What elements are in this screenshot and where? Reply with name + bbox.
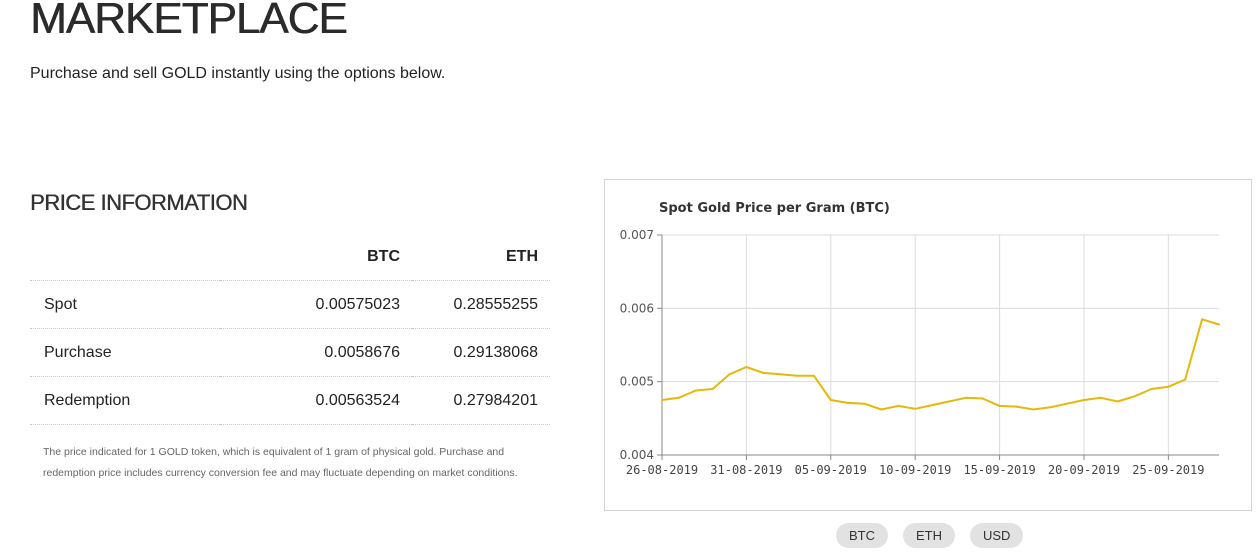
y-tick-label: 0.005 (620, 375, 654, 389)
table-row: Purchase 0.0058676 0.29138068 (30, 328, 550, 377)
currency-button-usd[interactable]: USD (970, 523, 1024, 548)
header-spacer (30, 233, 220, 281)
data-point (846, 401, 849, 404)
data-point (1066, 402, 1069, 405)
price-table-header: BTC ETH (30, 233, 550, 281)
data-point (1049, 406, 1052, 409)
currency-switcher: BTC ETH USD (836, 523, 1024, 548)
data-point (897, 404, 900, 407)
data-point (1167, 385, 1170, 388)
x-tick-label: 26-08-2019 (626, 463, 698, 477)
currency-button-btc[interactable]: BTC (836, 523, 888, 548)
row-label-spot: Spot (30, 280, 220, 329)
data-point (1032, 408, 1035, 411)
price-table: BTC ETH Spot 0.00575023 0.28555255 Purch… (30, 233, 550, 425)
data-point (863, 402, 866, 405)
y-tick-label: 0.007 (620, 228, 654, 242)
page-title: MARKETPLACE (30, 0, 348, 43)
x-tick-label: 10-09-2019 (879, 463, 951, 477)
data-point (728, 373, 731, 376)
row-label-purchase: Purchase (30, 328, 220, 377)
page-subtitle: Purchase and sell GOLD instantly using t… (30, 65, 446, 82)
data-point (1116, 400, 1119, 403)
column-header-eth: ETH (412, 233, 550, 281)
x-tick-label: 15-09-2019 (963, 463, 1035, 477)
series-line (661, 318, 1220, 411)
data-point (1133, 395, 1136, 398)
data-point (1150, 388, 1153, 390)
data-point (829, 399, 832, 401)
data-point (1099, 396, 1102, 399)
price-information-heading: PRICE INFORMATION (30, 190, 248, 215)
data-point (1015, 405, 1018, 408)
x-tick-label: 31-08-2019 (710, 463, 782, 477)
x-tick-label: 05-09-2019 (795, 463, 867, 477)
currency-button-eth[interactable]: ETH (903, 523, 955, 548)
x-tick-label: 25-09-2019 (1132, 463, 1204, 477)
data-point (745, 366, 748, 368)
redemption-btc-value: 0.00563524 (220, 376, 412, 425)
data-point (796, 374, 799, 377)
purchase-eth-value: 0.29138068 (412, 328, 550, 377)
data-point (914, 407, 917, 410)
purchase-btc-value: 0.0058676 (220, 328, 412, 377)
table-row: Spot 0.00575023 0.28555255 (30, 280, 550, 329)
column-header-btc: BTC (220, 233, 412, 281)
data-point (1218, 323, 1220, 326)
row-label-redemption: Redemption (30, 376, 220, 425)
data-point (880, 408, 883, 411)
data-point (998, 404, 1001, 407)
data-point (1082, 399, 1085, 401)
data-point (711, 388, 714, 390)
y-tick-label: 0.004 (620, 448, 654, 462)
data-point (694, 389, 697, 392)
data-point (931, 404, 934, 407)
price-chart: Spot Gold Price per Gram (BTC) 0.004 0.005… (604, 179, 1252, 511)
data-point (677, 396, 680, 399)
data-point (1201, 318, 1204, 321)
data-point (661, 399, 663, 401)
redemption-eth-value: 0.27984201 (412, 376, 550, 425)
table-row: Redemption 0.00563524 0.27984201 (30, 376, 550, 425)
spot-eth-value: 0.28555255 (412, 280, 550, 329)
data-point (1184, 378, 1187, 381)
data-point (812, 374, 815, 377)
chart-svg: Spot Gold Price per Gram (BTC) 0.004 0.005… (620, 201, 1220, 477)
price-disclaimer: The price indicated for 1 GOLD token, wh… (43, 446, 518, 479)
spot-btc-value: 0.00575023 (220, 280, 412, 329)
data-point (947, 400, 950, 403)
data-point (762, 371, 765, 374)
data-point (779, 373, 782, 376)
data-point (981, 397, 984, 400)
data-point (964, 396, 967, 399)
x-tick-label: 20-09-2019 (1048, 463, 1120, 477)
chart-title: Spot Gold Price per Gram (BTC) (659, 201, 890, 216)
y-tick-label: 0.006 (620, 301, 654, 315)
